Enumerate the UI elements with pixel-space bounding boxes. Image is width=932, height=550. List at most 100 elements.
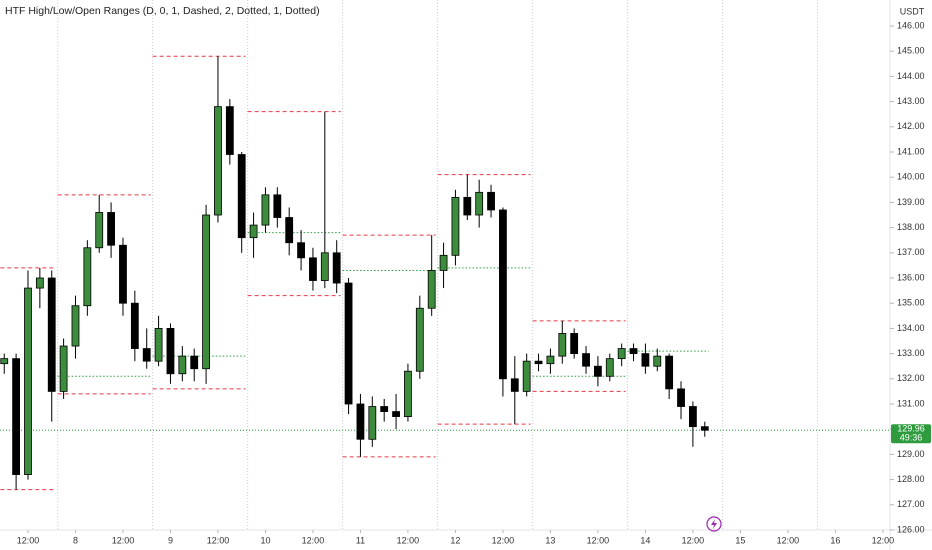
candle-body	[142, 348, 151, 362]
candle-body	[285, 217, 294, 244]
candle-body	[653, 355, 662, 367]
y-tick-label: 142.00	[897, 121, 925, 131]
candle-body	[392, 411, 400, 417]
candle-body	[546, 355, 555, 365]
candle-body	[463, 196, 472, 216]
chart-title: HTF High/Low/Open Ranges (D, 0, 1, Dashe…	[5, 5, 320, 17]
candle-body	[570, 333, 579, 355]
y-tick-label: 143.00	[897, 96, 925, 106]
candle-body	[665, 355, 674, 390]
y-tick-label: 128.00	[897, 474, 925, 484]
y-tick-label: 131.00	[897, 398, 925, 408]
candle-body	[439, 254, 448, 271]
y-tick-label: 136.00	[897, 272, 925, 282]
y-tick-label: 134.00	[897, 323, 925, 333]
candle-body	[261, 194, 270, 226]
y-tick-label: 144.00	[897, 71, 925, 81]
candle-body	[309, 257, 317, 281]
candle-body	[237, 154, 246, 239]
price-label: 129.96	[897, 424, 925, 434]
candle-body	[688, 406, 697, 428]
candle-body	[380, 406, 389, 412]
candle-body	[605, 358, 614, 377]
candle-body	[214, 106, 222, 216]
y-tick-label: 140.00	[897, 172, 925, 182]
candle-body	[59, 345, 68, 392]
candle-body	[35, 277, 44, 289]
candle-body	[522, 360, 531, 392]
x-tick-label: 9	[168, 535, 173, 545]
x-tick-label: 12:00	[397, 535, 420, 545]
candle-body	[487, 191, 495, 211]
x-tick-label: 16	[830, 535, 840, 545]
x-tick-label: 12:00	[682, 535, 705, 545]
candle-body	[178, 355, 187, 375]
candle-body	[332, 252, 341, 284]
candle-body	[475, 191, 484, 216]
y-tick-label: 127.00	[897, 499, 925, 509]
candle-body	[356, 403, 365, 440]
x-tick-label: 13	[545, 535, 555, 545]
candle-body	[83, 247, 92, 307]
candle-body	[534, 360, 543, 365]
candle-body	[107, 212, 115, 246]
candle-body	[617, 348, 626, 360]
y-tick-label: 132.00	[897, 373, 925, 383]
candle-body	[47, 277, 56, 392]
candle-body	[700, 426, 709, 431]
candle-body	[190, 355, 199, 370]
candle-body	[130, 302, 139, 349]
x-tick-label: 12:00	[777, 535, 800, 545]
x-tick-label: 10	[260, 535, 270, 545]
y-tick-label: 139.00	[897, 197, 925, 207]
candle-body	[95, 212, 104, 249]
candle-body	[0, 358, 9, 365]
candle-body	[12, 358, 21, 475]
x-tick-label: 12:00	[492, 535, 515, 545]
x-tick-label: 12:00	[587, 535, 610, 545]
x-tick-label: 15	[735, 535, 745, 545]
y-tick-label: 145.00	[897, 46, 925, 56]
x-tick-label: 11	[356, 535, 365, 545]
countdown-label: 49:36	[900, 433, 923, 443]
candle-body	[344, 282, 353, 405]
candle-body	[320, 252, 329, 281]
x-tick-label: 12:00	[302, 535, 325, 545]
candle-body	[677, 388, 685, 407]
y-tick-label: 133.00	[897, 348, 925, 358]
currency-label: USDT	[900, 6, 925, 16]
x-tick-label: 12:00	[207, 535, 230, 545]
y-tick-label: 138.00	[897, 222, 925, 232]
x-tick-label: 8	[73, 535, 78, 545]
candle-body	[641, 353, 650, 367]
candle-body	[24, 287, 32, 475]
candle-body	[154, 327, 163, 362]
y-tick-label: 146.00	[897, 20, 925, 30]
candle-body	[368, 406, 377, 440]
x-tick-label: 14	[640, 535, 650, 545]
candle-body	[225, 106, 234, 155]
y-tick-label: 129.00	[897, 449, 925, 459]
candle-body	[71, 305, 80, 347]
candle-body	[510, 378, 519, 392]
y-tick-label: 135.00	[897, 298, 925, 308]
y-tick-label: 126.00	[897, 524, 925, 534]
candle-body	[166, 327, 175, 375]
candle-body	[629, 348, 638, 354]
flash-icon[interactable]	[706, 516, 722, 532]
candle-body	[594, 365, 602, 377]
candle-body	[249, 224, 258, 239]
x-tick-label: 12:00	[872, 535, 895, 545]
candle-body	[451, 196, 460, 256]
candle-body	[582, 353, 590, 367]
candle-body	[415, 307, 424, 372]
x-tick-label: 12:00	[112, 535, 135, 545]
x-tick-label: 12	[450, 535, 460, 545]
candle-body	[427, 270, 436, 309]
candle-body	[202, 214, 210, 370]
y-tick-label: 137.00	[897, 247, 925, 257]
